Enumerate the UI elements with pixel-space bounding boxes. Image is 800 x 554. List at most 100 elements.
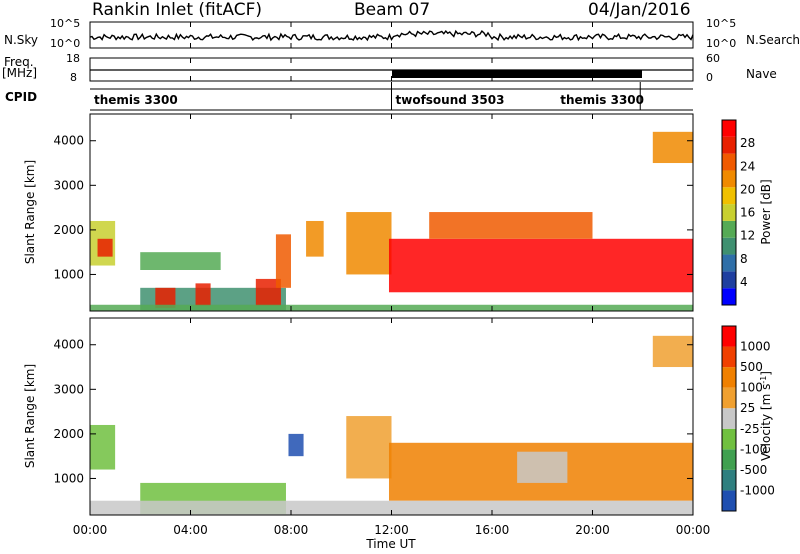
nsearch-tick-top: 10^5 — [706, 17, 737, 30]
data-region — [388, 238, 693, 293]
velocity-colorbar-tick-label: -500 — [740, 463, 767, 477]
y-tick-label: 1000 — [53, 471, 84, 485]
x-tick-label: 00:00 — [676, 523, 711, 537]
cpid-segment-label: twofsound 3503 — [396, 93, 505, 107]
data-region — [155, 287, 176, 308]
data-region — [652, 335, 693, 368]
freq-tick-top: 18 — [66, 52, 80, 65]
data-region — [195, 283, 211, 306]
power-colorbar-swatch — [722, 136, 736, 154]
velocity-colorbar-swatch — [722, 326, 736, 347]
power-ylabel: Slant Range [km] — [23, 160, 37, 264]
power-colorbar: 4 8 12 16 20 24 28 — [721, 119, 755, 306]
velocity-colorbar-frame — [721, 325, 737, 512]
y-tick-label: 2000 — [53, 223, 84, 237]
nsky-tick-bottom: 10^0 — [50, 37, 81, 50]
data-region — [306, 220, 324, 257]
velocity-colorbar-tick-label: 100 — [740, 381, 763, 395]
velocity-colorbar-tick-label: -25 — [740, 422, 760, 436]
velocity-colorbar-swatch — [722, 469, 736, 491]
x-axis-ticks: 00:00 04:00 08:00 12:00 16:00 20:00 00:00 — [73, 22, 711, 537]
power-colorbar-tick-label: 8 — [740, 252, 748, 266]
power-colorbar-swatch — [722, 170, 736, 188]
station-title: Rankin Inlet (fitACF) — [92, 0, 263, 20]
data-region — [652, 131, 693, 164]
velocity-colorbar-swatch — [722, 346, 736, 368]
velocity-ylabel: Slant Range [km] — [23, 364, 37, 468]
power-colorbar-swatch — [722, 153, 736, 171]
y-tick-label: 4000 — [53, 134, 84, 148]
nsky-label: N.Sky — [4, 33, 39, 47]
power-colorbar-tick-label: 16 — [740, 206, 755, 220]
x-tick-label: 08:00 — [274, 523, 309, 537]
nave-block — [392, 70, 642, 78]
x-tick-label: 12:00 — [374, 523, 409, 537]
cpid-label: CPID — [5, 90, 38, 104]
data-region — [346, 212, 392, 275]
velocity-cbar-label: Velocity [m s-1] — [759, 371, 774, 461]
nave-label: Nave — [746, 67, 777, 81]
y-tick-label: 4000 — [53, 338, 84, 352]
velocity-colorbar-swatch — [722, 490, 736, 511]
y-tick-label: 3000 — [53, 178, 84, 192]
velocity-colorbar-swatch — [722, 408, 736, 429]
date-title: 04/Jan/2016 — [588, 0, 691, 20]
power-colorbar-swatch — [722, 220, 736, 238]
velocity-colorbar-swatch — [722, 428, 736, 450]
nave-tick-bottom: 0 — [706, 71, 713, 84]
power-colorbar-tick-label: 4 — [740, 275, 748, 289]
power-colorbar-tick-label: 20 — [740, 182, 755, 196]
data-region — [346, 416, 392, 479]
power-cbar-label: Power [dB] — [759, 179, 773, 244]
cpid-segment-label: themis 3300 — [560, 93, 644, 107]
power-colorbar-swatch — [722, 204, 736, 221]
y-tick-label: 2000 — [53, 427, 84, 441]
velocity-colorbar-tick-label: 500 — [740, 360, 763, 374]
freq-unit-label: [MHz] — [2, 66, 38, 80]
nsearch-tick-bottom: 10^0 — [706, 37, 737, 50]
freq-label: Freq. — [4, 55, 34, 69]
power-colorbar-swatch — [722, 120, 736, 137]
nsky-trace — [89, 29, 694, 42]
x-tick-label: 04:00 — [173, 523, 208, 537]
velocity-colorbar-tick-label: -100 — [740, 442, 767, 456]
velocity-colorbar-tick-label: 1000 — [740, 340, 771, 354]
power-colorbar-tick-label: 24 — [740, 159, 755, 173]
nave-tick-top: 60 — [706, 52, 720, 65]
data-region — [90, 424, 116, 470]
y-tick-label: 1000 — [53, 267, 84, 281]
power-colorbar-frame — [721, 119, 737, 306]
power-colorbar-swatch — [722, 187, 736, 205]
x-tick-label: 20:00 — [575, 523, 610, 537]
power-colorbar-tick-label: 12 — [740, 229, 755, 243]
velocity-panel: 1000 2000 3000 4000 — [53, 317, 694, 516]
cpid-segment-label: themis 3300 — [94, 93, 178, 107]
power-colorbar-swatch — [722, 271, 736, 289]
data-region — [90, 500, 693, 515]
velocity-colorbar-swatch — [722, 449, 736, 470]
data-region — [97, 238, 113, 257]
velocity-colorbar-tick-label: -1000 — [740, 483, 775, 497]
power-colorbar-tick-label: 28 — [740, 136, 755, 150]
velocity-colorbar-swatch — [722, 367, 736, 388]
velocity-colorbar: -1000 -500 -100 -25 25 100 500 1000 — [721, 325, 775, 512]
data-region — [429, 212, 593, 239]
power-colorbar-swatch — [722, 237, 736, 255]
beam-title: Beam 07 — [354, 0, 431, 20]
data-region — [140, 287, 286, 311]
x-axis-label: Time UT — [365, 537, 416, 551]
x-tick-label: 16:00 — [475, 523, 510, 537]
nsky-tick-top: 10^5 — [50, 17, 81, 30]
power-colorbar-swatch — [722, 288, 736, 305]
data-region — [140, 252, 221, 270]
data-region — [275, 234, 291, 288]
data-region — [288, 433, 304, 457]
data-region — [517, 451, 568, 483]
x-tick-label: 00:00 — [73, 523, 108, 537]
velocity-colorbar-swatch — [722, 387, 736, 409]
nsearch-label: N.Search — [746, 33, 800, 47]
velocity-colorbar-tick-label: 25 — [740, 401, 755, 415]
freq-tick-bottom: 8 — [70, 71, 77, 84]
y-tick-label: 3000 — [53, 382, 84, 396]
